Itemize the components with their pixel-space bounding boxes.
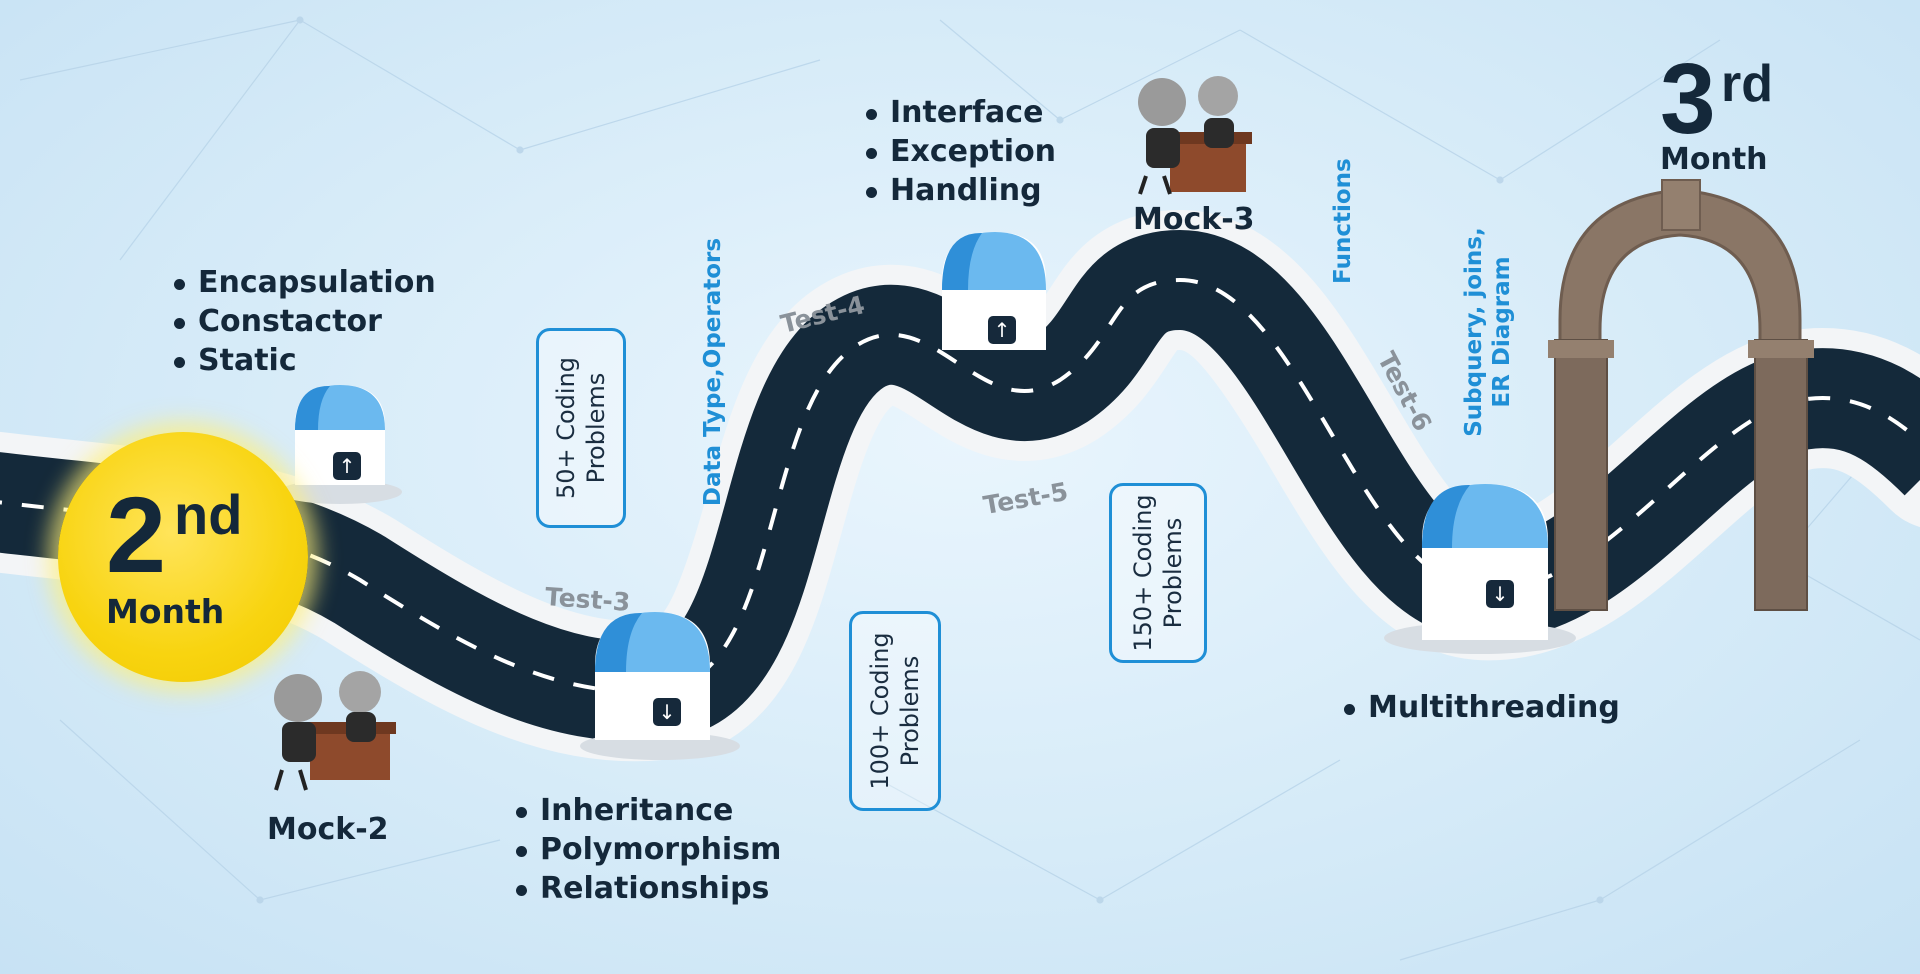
arch-gate-icon: [1548, 179, 1814, 611]
month-3-number: 3: [1660, 43, 1716, 155]
list-item: Handling: [864, 171, 1056, 210]
topic-list-interface: Interface Exception Handling: [864, 93, 1056, 210]
list-item: Interface: [864, 93, 1056, 132]
list-item: Static: [172, 341, 436, 380]
mock-3-label: Mock-3: [1133, 202, 1255, 237]
list-item: Inheritance: [514, 791, 781, 830]
list-item: Multithreading: [1342, 688, 1620, 727]
list-item: Polymorphism: [514, 830, 781, 869]
arrow-down-icon: ↓: [1486, 580, 1514, 608]
milestone-2: [580, 612, 740, 760]
milestone-4: [1384, 484, 1576, 654]
mock-2-interview-icon: [274, 671, 396, 791]
milestone-3: [942, 232, 1046, 350]
subquery-joins-label: Subquery, joins, ER Diagram: [1461, 227, 1515, 437]
coding-box-150: 150+ Coding Problems: [1109, 483, 1207, 663]
topic-list-oop-basics: Encapsulation Constactor Static: [172, 263, 436, 380]
list-item: Constactor: [172, 302, 436, 341]
mock-3-interview-icon: [1138, 76, 1252, 195]
month-3-label: Month: [1660, 142, 1768, 177]
coding-box-50: 50+ Coding Problems: [536, 328, 626, 528]
mock-2-label: Mock-2: [267, 812, 389, 847]
topic-list-threads: Multithreading: [1342, 688, 1620, 727]
milestone-1: [278, 385, 402, 504]
list-item: Relationships: [514, 869, 781, 908]
topic-list-oop-advanced: Inheritance Polymorphism Relationships: [514, 791, 781, 908]
coding-box-100: 100+ Coding Problems: [849, 611, 941, 811]
background-network: [19, 16, 1920, 961]
test-3-label: Test-3: [544, 582, 632, 617]
road-lane-markings: [0, 277, 1920, 694]
list-item: Encapsulation: [172, 263, 436, 302]
month-3-suffix: rd: [1721, 55, 1773, 113]
arrow-down-icon: ↓: [653, 698, 681, 726]
month-2-label: Month: [106, 592, 225, 631]
arrow-up-icon: ↑: [988, 316, 1016, 344]
month-2-badge: 2 nd Month: [58, 432, 308, 682]
functions-label: Functions: [1330, 158, 1356, 284]
list-item: Exception: [864, 132, 1056, 171]
arrow-up-icon: ↑: [333, 452, 361, 480]
month-2-number: 2: [106, 474, 166, 595]
datatype-operators-label: Data Type,Operators: [700, 237, 726, 507]
month-2-suffix: nd: [174, 483, 243, 546]
